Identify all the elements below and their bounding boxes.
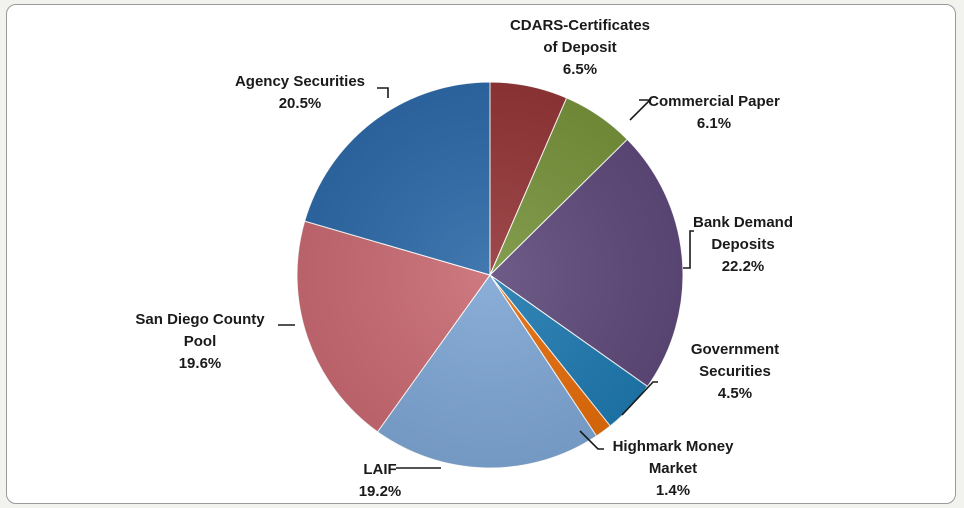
slice-label-bank-demand-deposits-1: Deposits: [711, 236, 774, 253]
pie-slices: [296, 81, 684, 469]
slice-labels: CDARS-Certificates of Deposit 6.5% Commerci…: [135, 17, 793, 500]
slice-label-bank-demand-deposits-0: Bank Demand: [693, 214, 793, 231]
value-label-cdars-certificates-of-deposit: 6.5%: [563, 61, 597, 78]
slice-label-cdars-certificates-of-deposit-0: CDARS-Certificates: [510, 17, 650, 34]
slice-label-government-securities-0: Government: [691, 341, 779, 358]
value-label-laif: 19.2%: [359, 483, 402, 500]
slice-label-san-diego-county-pool-0: San Diego County: [135, 311, 265, 328]
leader-line-commercial-paper: [629, 99, 652, 121]
value-label-government-securities: 4.5%: [718, 385, 752, 402]
slice-label-government-securities-1: Securities: [699, 363, 771, 380]
leader-lines: [278, 87, 694, 469]
leader-line-agency-securities: [377, 87, 389, 98]
slice-label-laif-0: LAIF: [363, 461, 396, 478]
leader-line-bank-demand-deposits: [683, 230, 694, 269]
slice-label-highmark-money-market-0: Highmark Money: [613, 438, 735, 455]
slice-label-highmark-money-market-1: Market: [649, 460, 697, 477]
slice-label-commercial-paper-0: Commercial Paper: [648, 93, 780, 110]
slice-label-agency-securities-0: Agency Securities: [235, 73, 365, 90]
slice-label-cdars-certificates-of-deposit-1: of Deposit: [543, 39, 616, 56]
value-label-san-diego-county-pool: 19.6%: [179, 355, 222, 372]
leader-line-highmark-money-market: [579, 430, 604, 450]
value-label-bank-demand-deposits: 22.2%: [722, 258, 765, 275]
value-label-commercial-paper: 6.1%: [697, 115, 731, 132]
slice-label-san-diego-county-pool-1: Pool: [184, 333, 217, 350]
leader-line-government-securities: [621, 381, 658, 416]
value-label-agency-securities: 20.5%: [279, 95, 322, 112]
value-label-highmark-money-market: 1.4%: [656, 482, 690, 499]
